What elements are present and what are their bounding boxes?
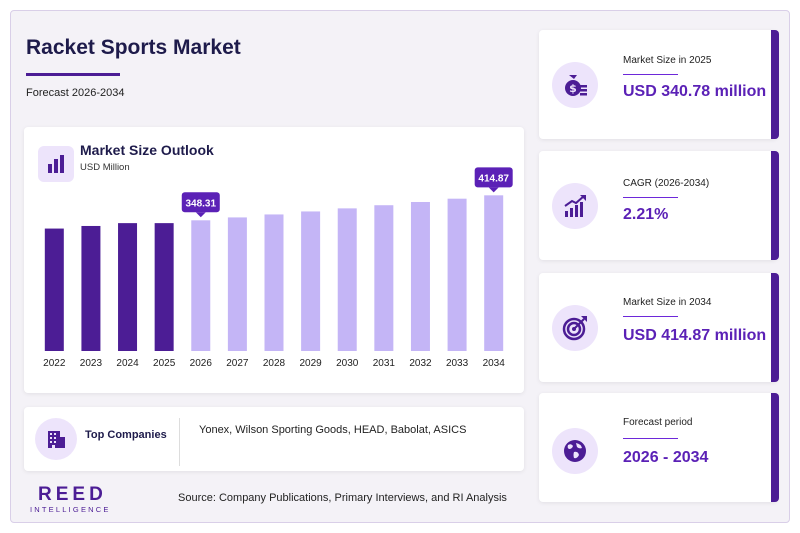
chart-unit: USD Million	[80, 162, 130, 173]
bar-chart: 2022 2023 2024 2025 2026 348.31 2027 2028 2029 20…	[43, 167, 513, 369]
x-tick-label: 2031	[373, 358, 396, 369]
kpi-card-accent	[771, 393, 779, 502]
kpi-card-accent	[771, 151, 779, 260]
kpi-divider	[623, 438, 678, 439]
kpi-value: USD 414.87 million	[623, 327, 767, 344]
bar-2028	[264, 214, 284, 351]
x-tick-label: 2029	[299, 358, 322, 369]
kpi-divider	[623, 197, 678, 198]
building-icon	[35, 418, 77, 460]
bar-2033	[447, 198, 467, 351]
data-label-2026: 348.31	[181, 192, 220, 218]
bar-2032	[410, 201, 430, 351]
source-note: Source: Company Publications, Primary In…	[178, 492, 507, 504]
svg-text:$: $	[569, 82, 577, 95]
kpi-label: Forecast period	[623, 417, 693, 428]
x-tick-label: 2034	[483, 358, 506, 369]
brand-logo: REED	[38, 484, 107, 505]
svg-text:414.87: 414.87	[478, 173, 509, 184]
bar-2027	[227, 217, 247, 351]
kpi-value: 2026 - 2034	[623, 449, 709, 466]
bar-2022	[44, 228, 64, 351]
x-tick-label: 2027	[226, 358, 249, 369]
bar-2030	[337, 208, 357, 351]
kpi-label: Market Size in 2034	[623, 297, 712, 308]
bar-2034	[484, 195, 504, 351]
globe-icon	[552, 428, 598, 474]
x-tick-label: 2028	[263, 358, 286, 369]
page-title: Racket Sports Market	[26, 36, 241, 59]
title-underline	[26, 73, 120, 76]
x-tick-label: 2025	[153, 358, 176, 369]
x-tick-label: 2032	[409, 358, 432, 369]
x-tick-label: 2023	[80, 358, 103, 369]
top-companies-card	[24, 407, 524, 471]
kpi-divider	[623, 74, 678, 75]
kpi-value: USD 340.78 million	[623, 83, 767, 100]
svg-text:348.31: 348.31	[185, 198, 216, 209]
x-tick-label: 2033	[446, 358, 469, 369]
data-label-2034: 414.87	[474, 167, 513, 193]
target-icon	[552, 305, 598, 351]
kpi-value: 2.21%	[623, 206, 669, 223]
bar-chart-icon	[38, 146, 74, 182]
kpi-card-accent	[771, 30, 779, 139]
growth-chart-icon	[552, 183, 598, 229]
top-companies-list: Yonex, Wilson Sporting Goods, HEAD, Babo…	[199, 424, 467, 436]
x-tick-label: 2024	[116, 358, 139, 369]
divider	[179, 418, 180, 466]
chart-title: Market Size Outlook	[80, 142, 214, 158]
bar-2023	[81, 225, 101, 351]
bar-2025	[154, 223, 174, 351]
x-tick-label: 2026	[190, 358, 213, 369]
bar-2026	[191, 220, 211, 351]
page-subtitle: Forecast 2026-2034	[26, 87, 125, 99]
x-tick-label: 2022	[43, 358, 66, 369]
bar-2031	[374, 205, 394, 351]
top-companies-label: Top Companies	[85, 429, 167, 441]
kpi-divider	[623, 316, 678, 317]
kpi-label: Market Size in 2025	[623, 55, 712, 66]
kpi-card-accent	[771, 273, 779, 382]
kpi-label: CAGR (2026-2034)	[623, 178, 710, 189]
bar-2029	[301, 211, 321, 351]
brand-logo-subtitle: INTELLIGENCE	[30, 505, 111, 514]
bar-2024	[118, 223, 138, 351]
money-bag-icon: $	[552, 62, 598, 108]
x-tick-label: 2030	[336, 358, 359, 369]
